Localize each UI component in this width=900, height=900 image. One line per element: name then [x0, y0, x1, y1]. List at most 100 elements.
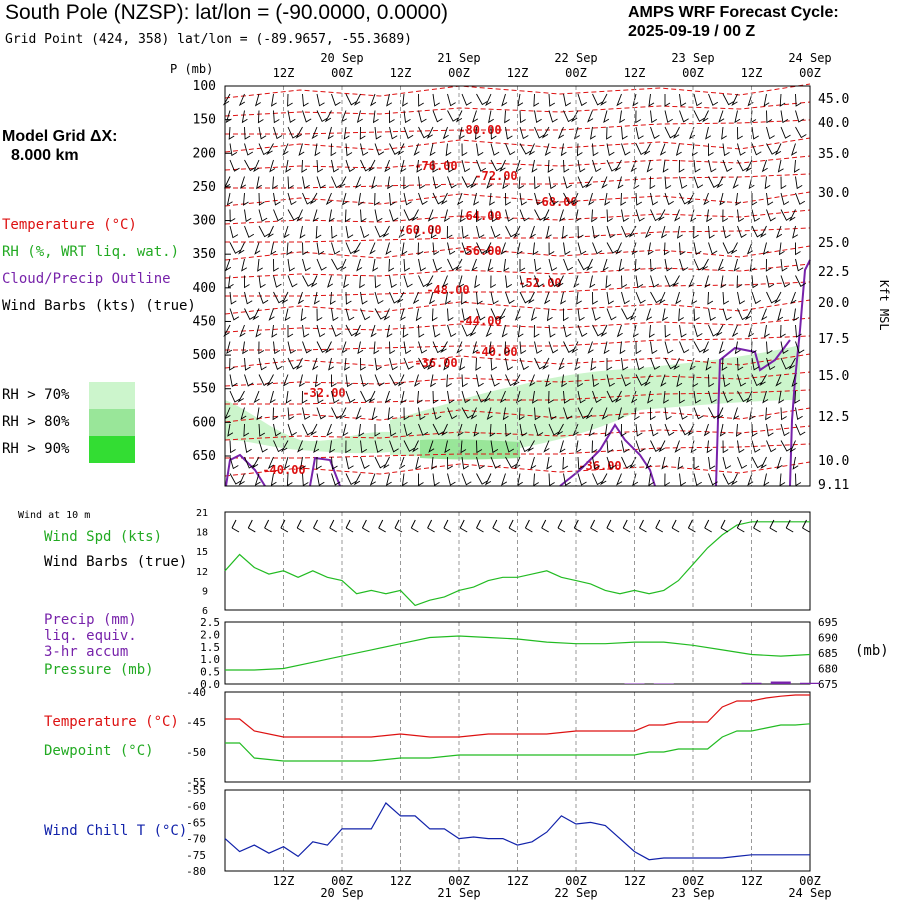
wind-barb	[314, 374, 321, 388]
label-mb-unit: (mb)	[855, 643, 889, 659]
wind-barb	[737, 440, 745, 454]
temperature-contour	[224, 101, 811, 117]
wind-barb	[371, 407, 378, 421]
wind-barb	[658, 440, 666, 453]
wind-barb	[620, 423, 627, 437]
wind-barb	[759, 225, 767, 238]
surface-wind-barb	[557, 519, 566, 533]
wind-barb	[252, 308, 260, 321]
wind-barb	[432, 473, 440, 487]
wind-barb	[534, 126, 545, 139]
wind-barb	[325, 341, 332, 354]
wind-barb	[548, 192, 559, 205]
wind-barb	[368, 159, 376, 172]
wind-barb	[603, 341, 610, 355]
wind-barb	[360, 440, 368, 454]
wind-barb	[722, 93, 734, 106]
wind-barb	[722, 209, 729, 223]
wind-barb	[664, 126, 676, 139]
date-label-bottom: 21 Sep	[437, 886, 480, 900]
surface-wind-barb	[622, 519, 631, 533]
wind-barb	[621, 357, 629, 371]
wind-barb	[228, 126, 235, 140]
wind-barb	[374, 275, 381, 289]
windchill-tick-label: -65	[186, 816, 206, 829]
wind-barb	[360, 291, 368, 305]
wind-barb	[621, 209, 629, 223]
wind-barb	[766, 126, 775, 140]
wind-barb	[586, 258, 593, 272]
surface-wind-barb	[753, 519, 761, 533]
wind-barb	[490, 357, 498, 371]
wind-barb	[791, 374, 798, 387]
time-tick-label-top: 00Z	[448, 66, 470, 80]
wind-barb	[635, 440, 646, 453]
wind-barb	[779, 93, 786, 107]
wind-barb	[531, 159, 538, 173]
wind-barb	[476, 456, 485, 470]
date-label-bottom: 23 Sep	[671, 886, 714, 900]
wind-barb	[353, 473, 361, 486]
wind-barb	[483, 390, 492, 403]
wind-barb	[693, 457, 700, 470]
wind-barb	[415, 456, 422, 470]
wind-barb	[737, 209, 745, 223]
wind-barb	[287, 341, 296, 354]
kft-tick-label: 45.0	[818, 92, 849, 107]
surface-wind-barb	[443, 519, 452, 533]
pressure-tick-label: 200	[193, 146, 216, 161]
wind-barb	[501, 473, 508, 486]
wind-barb	[795, 324, 802, 338]
label-wind-chill: Wind Chill T (°C)	[44, 823, 188, 839]
wind-barb	[635, 275, 644, 289]
wind-barb	[400, 390, 407, 404]
wind-barb	[430, 374, 436, 388]
wind-barb	[418, 110, 427, 123]
wind-barb	[691, 143, 698, 157]
wind-barb	[621, 225, 632, 238]
wind-barb	[747, 324, 754, 338]
wind-barb	[386, 324, 393, 338]
wind-barb	[345, 390, 356, 403]
wind-barb	[548, 93, 556, 107]
rh-shade-70	[225, 400, 390, 454]
wind-barb	[650, 209, 661, 222]
wind-barb	[238, 93, 246, 107]
wind-barb	[790, 291, 797, 305]
wind-barb	[302, 324, 310, 338]
temp-tick-label: -50	[186, 746, 206, 759]
wind-barb	[708, 324, 719, 337]
wind-barb	[689, 126, 696, 140]
wind-barb	[650, 341, 658, 355]
wind-barb	[339, 407, 347, 420]
wind-barb	[432, 176, 441, 189]
wind-barb	[780, 176, 787, 190]
surface-wind-barb	[280, 519, 289, 533]
wind-barb	[619, 110, 626, 124]
forecast-cycle: AMPS WRF Forecast Cycle: 2025-09-19 / 00…	[628, 3, 839, 41]
wind-barb	[490, 143, 500, 156]
swatch-rh90	[89, 436, 135, 463]
wind-barb	[241, 258, 248, 272]
wind-barb	[387, 176, 394, 190]
wind-barb	[229, 225, 239, 239]
wind-tick-label: 18	[196, 528, 208, 539]
wind-barb	[403, 275, 413, 288]
wind-barb	[285, 159, 292, 173]
wind-barb	[780, 423, 790, 437]
wind-barb	[239, 324, 246, 338]
wind-barb	[795, 126, 807, 139]
wind-barb	[461, 143, 468, 157]
time-tick-label-bottom: 00Z	[799, 874, 821, 888]
wind10-title: Wind at 10 m	[18, 510, 91, 521]
wind-barb	[734, 341, 741, 355]
wind-barb	[548, 473, 555, 487]
wind-barb	[244, 275, 250, 289]
wind-barb	[403, 407, 410, 421]
wind-barb	[253, 159, 260, 173]
surface-wind-barb	[606, 519, 615, 533]
wind-barb	[270, 473, 277, 487]
wind-barb	[602, 258, 609, 272]
wind-barb	[302, 176, 310, 190]
wind-barb	[273, 291, 285, 304]
